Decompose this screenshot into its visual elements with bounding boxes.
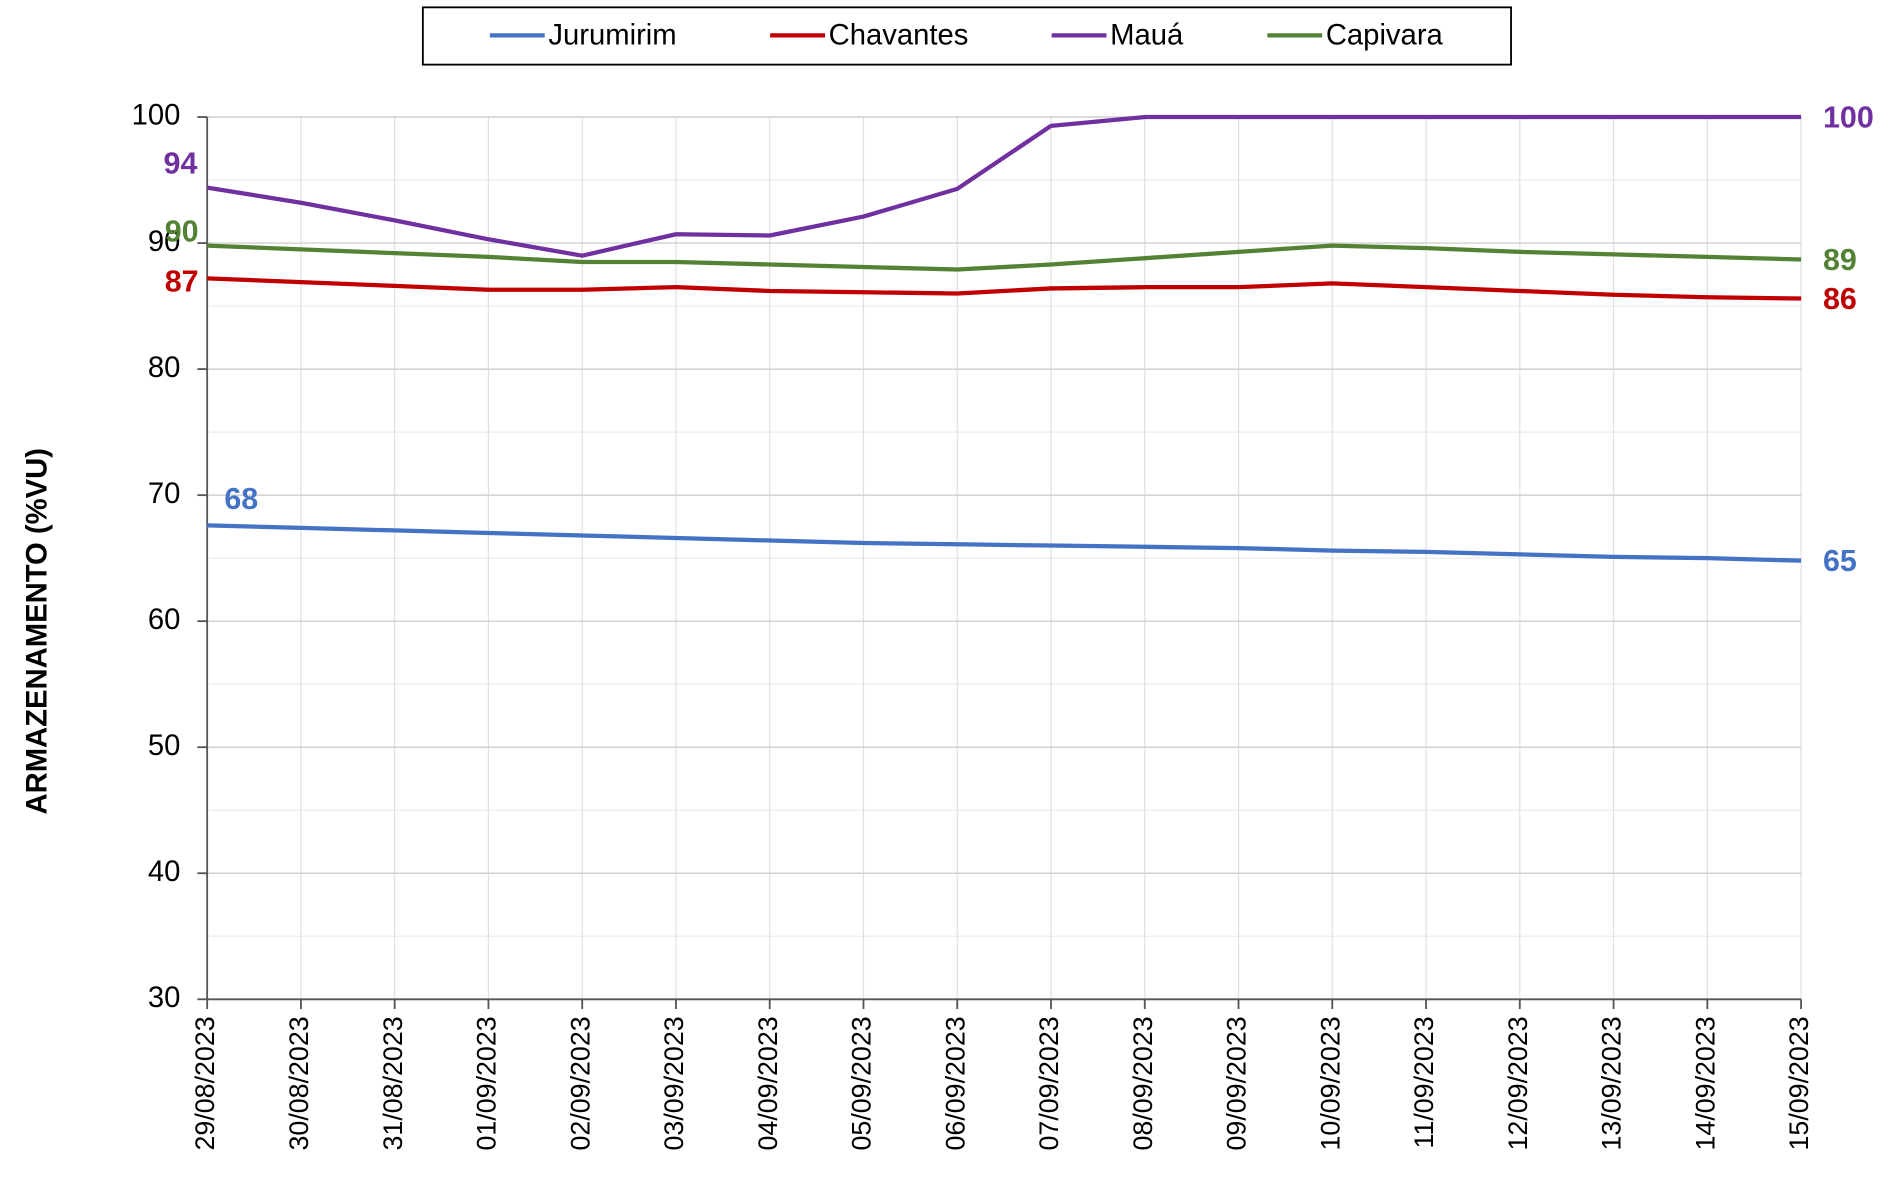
data-label: 68 — [224, 482, 258, 516]
x-tick-label: 07/09/2023 — [1034, 1016, 1064, 1150]
y-tick-label: 60 — [148, 604, 181, 636]
x-tick-label: 05/09/2023 — [847, 1016, 877, 1150]
x-tick-label: 03/09/2023 — [659, 1016, 689, 1150]
y-tick-label: 100 — [132, 100, 181, 132]
data-label: 94 — [164, 147, 198, 181]
y-axis-title: ARMAZENAMENTO (%VU) — [22, 448, 54, 815]
series-line — [207, 276, 1802, 301]
data-label: 86 — [1823, 282, 1857, 316]
x-tick-label: 29/08/2023 — [190, 1016, 220, 1150]
x-tick-label: 14/09/2023 — [1690, 1016, 1720, 1150]
data-label: 87 — [165, 264, 199, 298]
series-line — [207, 243, 1802, 272]
data-label: 100 — [1823, 101, 1874, 135]
y-tick-label: 30 — [148, 982, 181, 1014]
legend-label: Chavantes — [829, 19, 969, 51]
data-label: 89 — [1823, 243, 1857, 277]
y-tick-label: 70 — [148, 478, 181, 510]
data-label: 65 — [1823, 544, 1857, 578]
legend-label: Jurumirim — [548, 19, 676, 51]
x-tick-label: 13/09/2023 — [1597, 1016, 1627, 1150]
series-line — [206, 114, 1802, 258]
data-label: 90 — [165, 214, 199, 248]
x-tick-label: 11/09/2023 — [1409, 1016, 1439, 1148]
x-tick-label: 30/08/2023 — [284, 1016, 314, 1150]
x-tick-label: 08/09/2023 — [1128, 1016, 1158, 1150]
y-tick-label: 50 — [148, 730, 181, 762]
y-tick-label: 80 — [148, 352, 181, 384]
y-tick-label: 40 — [148, 856, 181, 888]
series-line — [207, 523, 1802, 563]
x-tick-label: 02/09/2023 — [565, 1016, 595, 1150]
y-tick-label: 90 — [148, 226, 181, 258]
legend-box — [421, 6, 1512, 66]
x-tick-label: 04/09/2023 — [753, 1016, 783, 1150]
x-tick-label: 09/09/2023 — [1222, 1016, 1252, 1150]
legend-label: Capivara — [1326, 19, 1444, 51]
x-tick-label: 15/09/2023 — [1784, 1016, 1814, 1150]
x-tick-label: 31/08/2023 — [378, 1016, 408, 1150]
x-tick-label: 06/09/2023 — [940, 1016, 970, 1150]
x-tick-label: 01/09/2023 — [472, 1016, 502, 1150]
x-tick-label: 12/09/2023 — [1503, 1016, 1533, 1150]
legend-label: Mauá — [1110, 19, 1184, 51]
x-tick-label: 10/09/2023 — [1315, 1016, 1345, 1150]
